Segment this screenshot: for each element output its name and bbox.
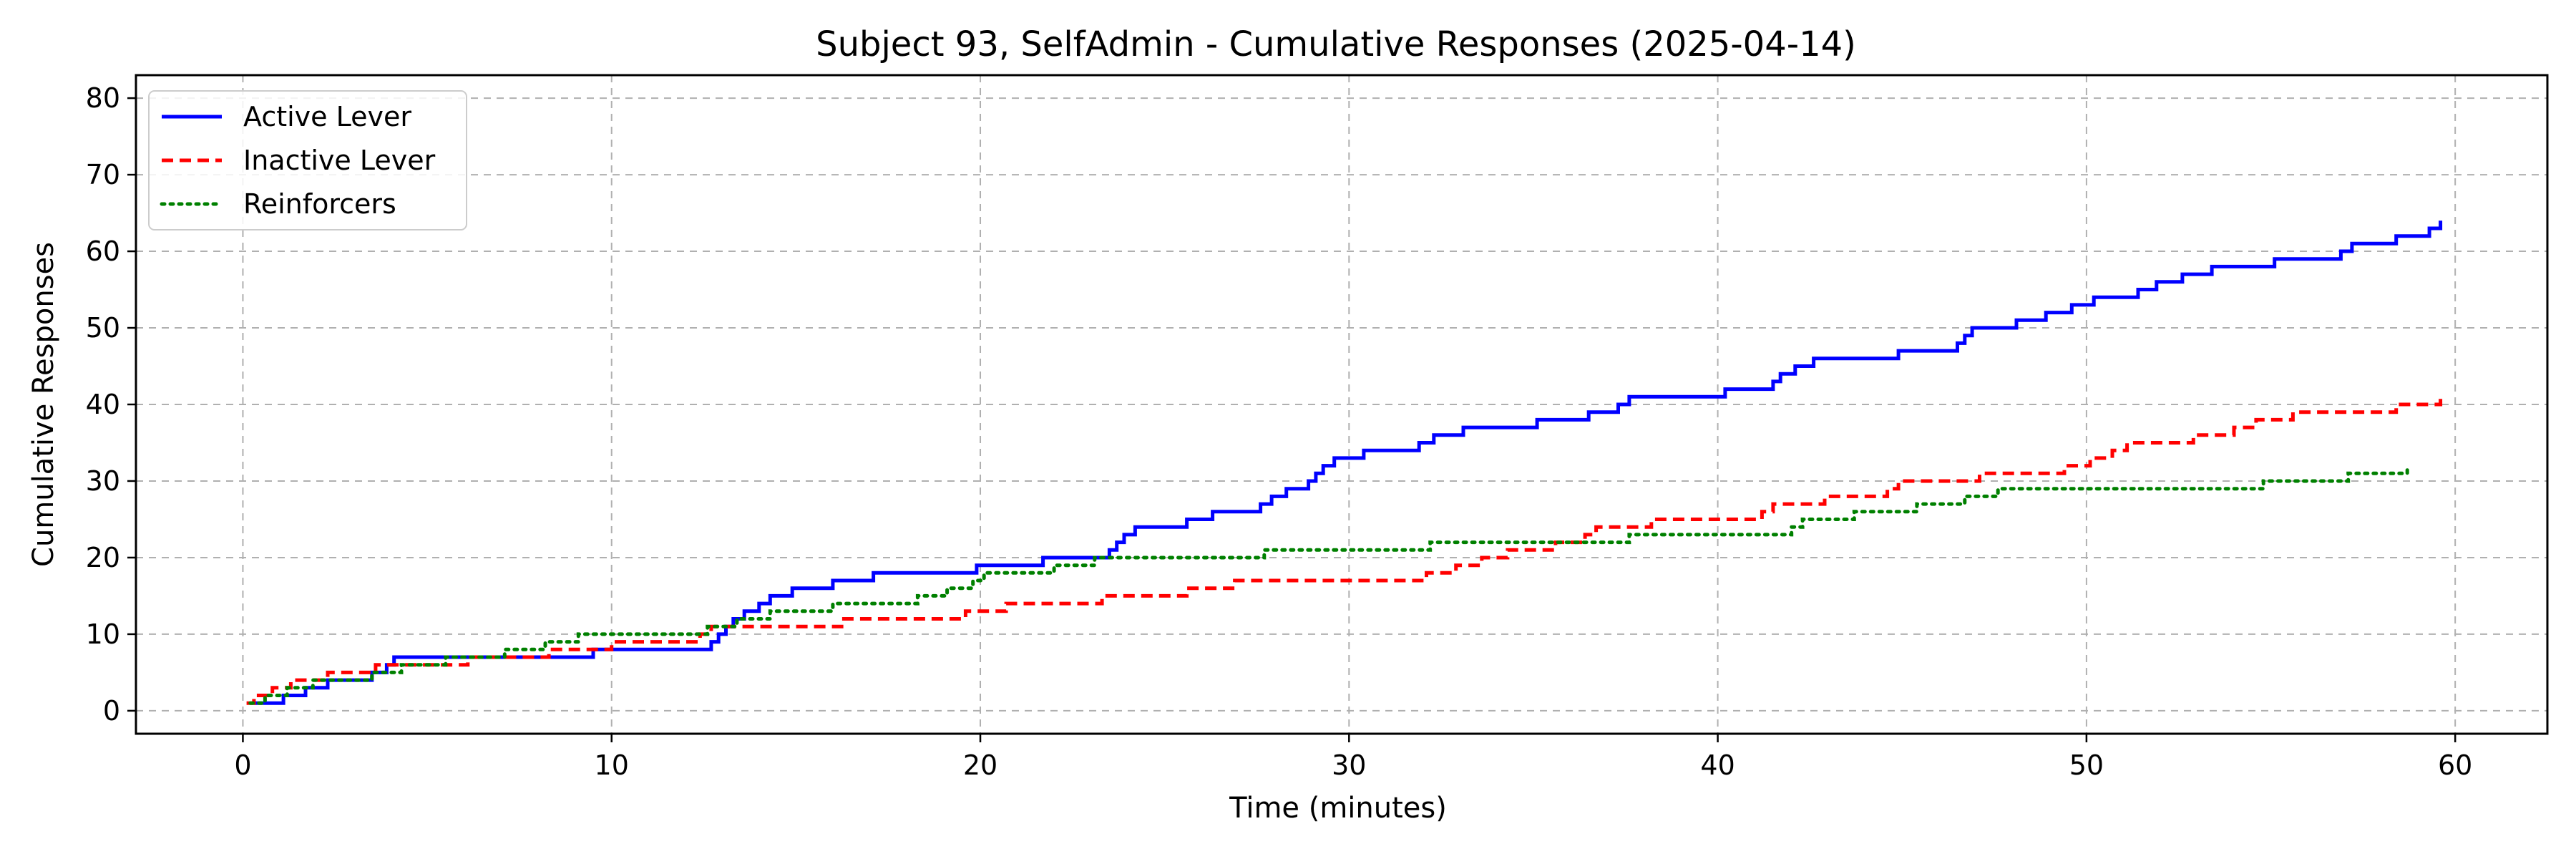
y-tick-label: 20 (86, 542, 120, 573)
y-tick-label: 0 (103, 695, 120, 727)
y-axis-label: Cumulative Responses (27, 242, 60, 567)
y-tick-label: 50 (86, 312, 120, 344)
x-tick-label: 0 (234, 749, 251, 781)
legend-label: Reinforcers (243, 188, 396, 220)
x-tick-label: 50 (2069, 749, 2104, 781)
x-tick-label: 30 (1332, 749, 1366, 781)
series-layer (246, 220, 2443, 705)
legend-label: Active Lever (243, 101, 411, 132)
legend-box (148, 90, 467, 230)
inactive-lever-line (246, 397, 2443, 705)
reinforcers-line (248, 464, 2409, 705)
x-axis-label: Time (minutes) (1229, 792, 1447, 825)
y-tick-label: 80 (86, 82, 120, 114)
axis-ticks: 0 10 20 30 40 50 60 0 10 20 30 40 50 60 70 80 (86, 82, 2473, 781)
y-tick-label: 30 (86, 465, 120, 497)
x-tick-label: 20 (963, 749, 997, 781)
y-tick-label: 60 (86, 236, 120, 267)
x-tick-label: 60 (2438, 749, 2472, 781)
y-tick-label: 10 (86, 618, 120, 650)
y-tick-label: 40 (86, 389, 120, 420)
grid-lines (136, 75, 2547, 734)
chart-title: Subject 93, SelfAdmin - Cumulative Respo… (816, 24, 1856, 64)
legend: Active Lever Inactive Lever Reinforcers (148, 90, 467, 230)
legend-label: Inactive Lever (243, 145, 436, 176)
x-tick-label: 40 (1700, 749, 1735, 781)
y-tick-label: 70 (86, 159, 120, 190)
x-tick-label: 10 (595, 749, 629, 781)
